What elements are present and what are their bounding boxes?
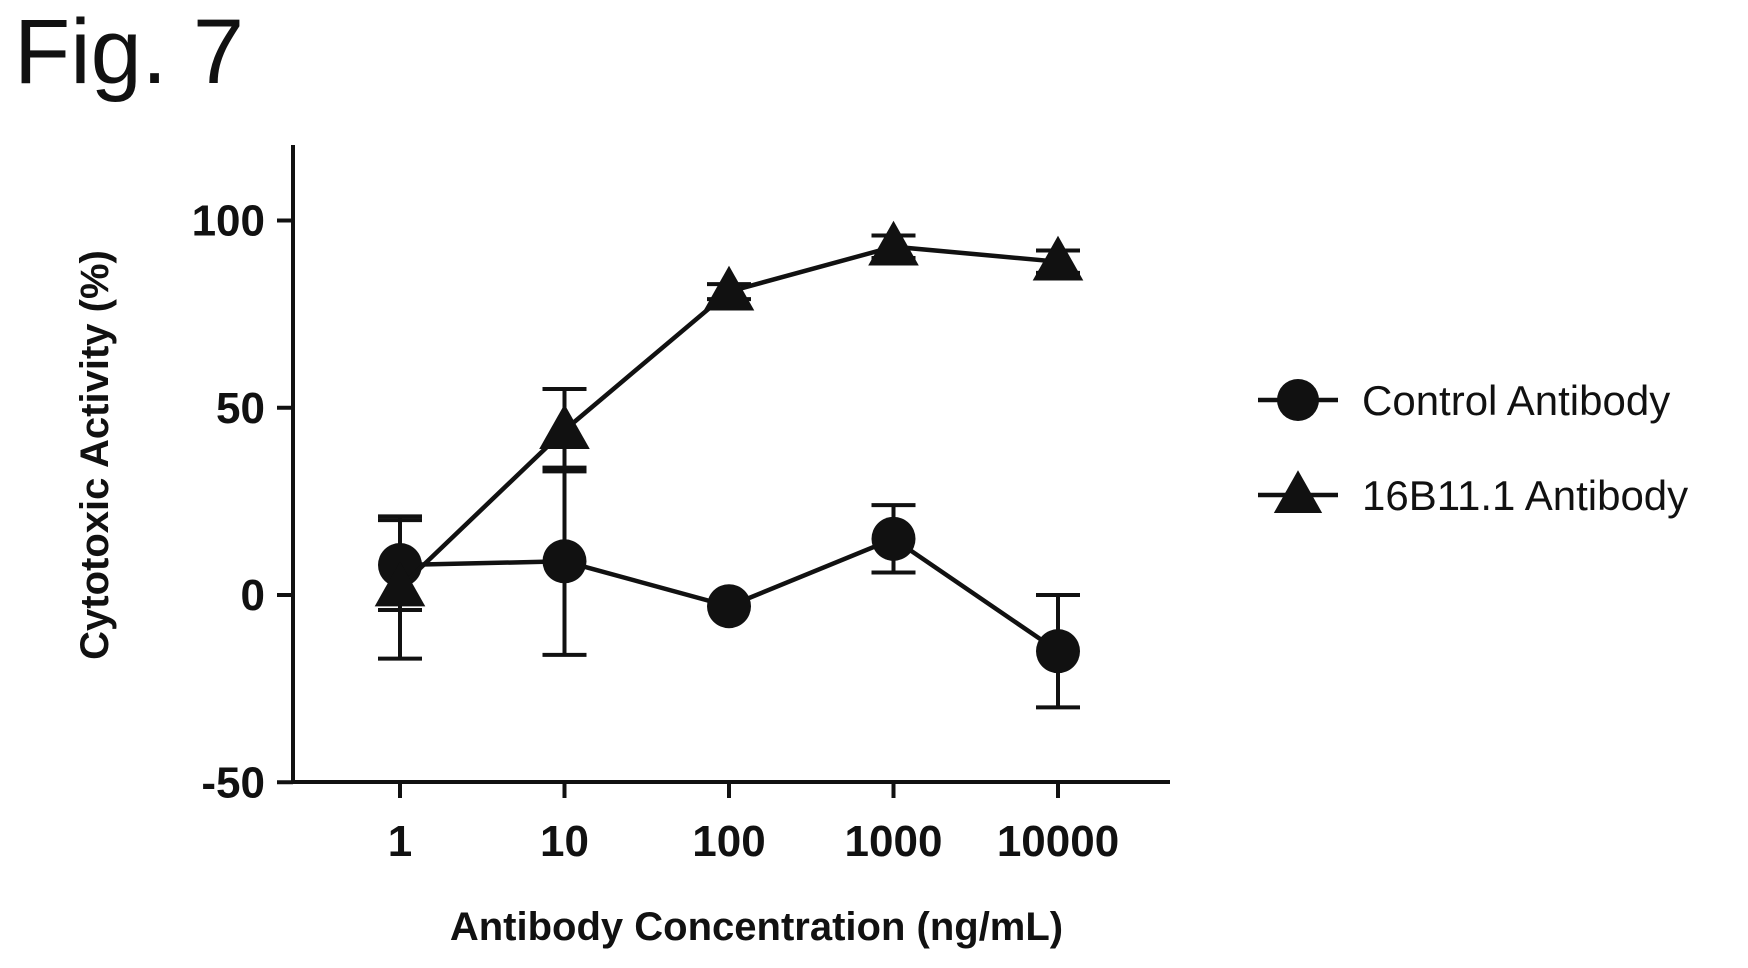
data-point-triangle — [539, 404, 590, 450]
axes: -50 0 50 100 1 10 100 1000 10000 Antibody Concent… — [73, 145, 1170, 949]
legend-label: Control Antibody — [1362, 377, 1670, 424]
data-point-triangle — [1032, 235, 1084, 281]
legend-label: 16B11.1 Antibody — [1362, 472, 1688, 519]
x-tick-label: 10000 — [997, 817, 1119, 866]
x-tick-label: 1 — [388, 817, 412, 866]
legend-item: Control Antibody — [1258, 377, 1670, 424]
y-tick-label: 0 — [241, 571, 265, 620]
x-tick-label: 10 — [540, 817, 589, 866]
legend-marker-circle — [1277, 379, 1319, 421]
legend-item: 16B11.1 Antibody — [1258, 470, 1688, 519]
y-tick-label: 50 — [216, 384, 265, 433]
legend-marker-triangle — [1273, 470, 1323, 513]
legend: Control Antibody 16B11.1 Antibody — [1258, 377, 1688, 519]
data-point-circle — [542, 539, 587, 584]
data-point-triangle — [703, 265, 755, 311]
series-control-antibody — [378, 465, 1080, 710]
y-tick-label: 100 — [192, 197, 265, 246]
y-tick-label: -50 — [201, 758, 265, 807]
x-tick-label: 1000 — [845, 817, 943, 866]
y-axis-title: Cytotoxic Activity (%) — [73, 250, 117, 660]
data-point-triangle — [868, 220, 919, 266]
series-16b11-antibody — [374, 220, 1084, 661]
x-axis-title: Antibody Concentration (ng/mL) — [450, 905, 1063, 949]
x-tick-label: 100 — [692, 817, 765, 866]
data-point-circle — [707, 584, 751, 629]
series-layer — [374, 220, 1084, 710]
data-point-triangle — [374, 561, 426, 607]
data-point-circle — [1036, 629, 1080, 674]
figure-label: Fig. 7 — [14, 1, 245, 103]
data-point-circle — [871, 516, 916, 561]
